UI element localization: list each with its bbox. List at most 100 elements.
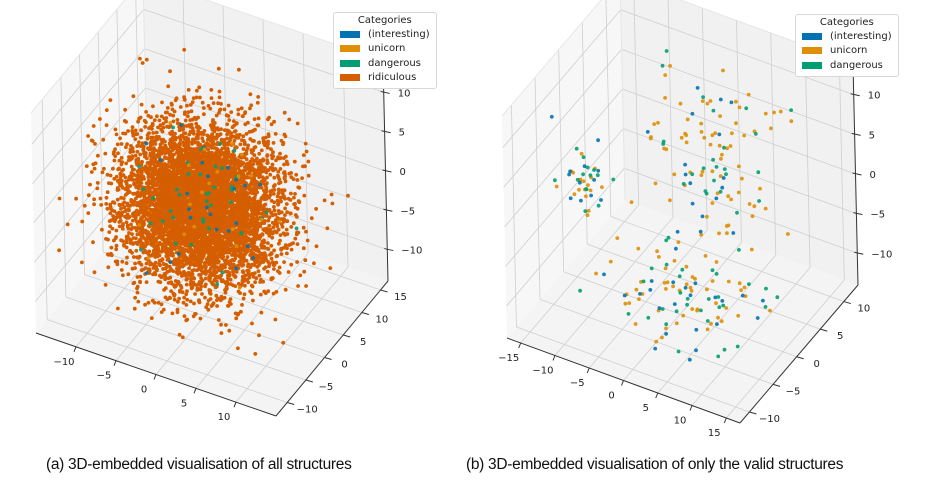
data-point-ridiculous [136, 173, 140, 177]
data-point-ridiculous [143, 248, 148, 253]
data-point-ridiculous [216, 318, 221, 322]
data-point-ridiculous [276, 187, 281, 192]
data-point-ridiculous [159, 258, 164, 263]
data-point-ridiculous [185, 297, 190, 302]
data-point-ridiculous [232, 123, 237, 128]
data-point-ridiculous [166, 198, 171, 203]
data-point-ridiculous [212, 268, 217, 273]
data-point-ridiculous [252, 139, 256, 143]
data-point-ridiculous [170, 107, 175, 112]
data-point-ridiculous [303, 258, 308, 263]
data-point-ridiculous [91, 124, 96, 128]
data-point-ridiculous [195, 268, 199, 273]
data-point-ridiculous [98, 117, 102, 121]
data-point-ridiculous [132, 306, 137, 311]
data-point-ridiculous [133, 261, 138, 266]
data-point-ridiculous [188, 299, 193, 304]
data-point-ridiculous [151, 131, 156, 135]
data-point-ridiculous [105, 206, 110, 211]
data-point-ridiculous [211, 122, 216, 127]
data-point-ridiculous [179, 249, 184, 254]
data-point-ridiculous [216, 66, 221, 71]
data-point-ridiculous [133, 266, 137, 270]
data-point-ridiculous [134, 236, 138, 241]
data-point-ridiculous [178, 105, 183, 109]
data-point-ridiculous [262, 266, 266, 271]
data-point-ridiculous [122, 243, 126, 248]
data-point-ridiculous [193, 292, 198, 296]
data-point-ridiculous [232, 129, 237, 134]
data-point-ridiculous [186, 88, 191, 92]
data-point-ridiculous [276, 191, 281, 196]
data-point-ridiculous [183, 131, 188, 136]
data-point-ridiculous [298, 273, 303, 278]
data-point-ridiculous [203, 276, 208, 281]
data-point-ridiculous [175, 118, 180, 122]
data-point-ridiculous [217, 95, 222, 100]
data-point-ridiculous [190, 261, 195, 266]
data-point-ridiculous [177, 332, 182, 337]
data-point-ridiculous [183, 141, 188, 146]
data-point-ridiculous [265, 269, 270, 274]
data-point-ridiculous [99, 203, 104, 207]
data-point-ridiculous [245, 268, 250, 273]
data-point-ridiculous [182, 97, 187, 102]
data-point-ridiculous [200, 257, 204, 262]
data-point-ridiculous [279, 252, 284, 256]
data-point-ridiculous [267, 115, 271, 120]
data-point-ridiculous [126, 155, 131, 159]
data-point-ridiculous [133, 295, 138, 300]
data-point-ridiculous [167, 141, 172, 146]
data-point-ridiculous [184, 318, 189, 323]
data-point-ridiculous [155, 175, 160, 179]
data-point-ridiculous [211, 176, 216, 181]
data-point-ridiculous [275, 198, 280, 203]
data-point-ridiculous [330, 201, 335, 206]
data-point-ridiculous [292, 202, 296, 207]
data-point-ridiculous [180, 274, 184, 278]
data-point-ridiculous [227, 328, 232, 333]
data-point-ridiculous [220, 264, 225, 269]
data-point-ridiculous [272, 119, 276, 124]
data-point-ridiculous [125, 191, 130, 196]
data-point-ridiculous [189, 130, 193, 135]
data-point-ridiculous [120, 259, 125, 264]
data-point-ridiculous [191, 255, 196, 259]
data-point-ridiculous [174, 96, 179, 101]
data-point-ridiculous [237, 132, 242, 137]
data-point-ridiculous [250, 150, 254, 155]
data-point-ridiculous [182, 47, 187, 52]
data-point-ridiculous [161, 121, 166, 126]
data-point-ridiculous [134, 202, 139, 207]
data-point-ridiculous [236, 232, 240, 237]
data-point-ridiculous [182, 258, 187, 263]
data-point-ridiculous [86, 134, 90, 138]
data-point-ridiculous [89, 170, 94, 174]
data-point-ridiculous [96, 153, 100, 158]
data-point-ridiculous [285, 232, 290, 236]
data-point-ridiculous [184, 303, 189, 307]
data-point-ridiculous [216, 259, 221, 264]
data-point-ridiculous [169, 280, 174, 284]
data-point-ridiculous [263, 135, 268, 140]
data-point-ridiculous [230, 221, 235, 226]
data-point-ridiculous [177, 296, 182, 301]
data-point-ridiculous [219, 102, 223, 106]
data-point-ridiculous [285, 246, 289, 251]
data-point-ridiculous [155, 114, 159, 119]
data-point-ridiculous [178, 259, 183, 264]
data-point-ridiculous [285, 210, 290, 215]
data-point-ridiculous [163, 295, 168, 300]
data-point-ridiculous [227, 183, 231, 188]
data-point-ridiculous [257, 140, 261, 145]
data-point-ridiculous [278, 151, 282, 156]
data-point-ridiculous [273, 167, 278, 171]
data-point-ridiculous [237, 195, 242, 200]
data-point-ridiculous [245, 175, 250, 180]
data-point-ridiculous [329, 192, 334, 197]
data-point-ridiculous [65, 222, 70, 227]
data-point-ridiculous [258, 280, 263, 284]
data-point-ridiculous [217, 266, 222, 270]
data-point-ridiculous [273, 229, 277, 234]
data-point-ridiculous [219, 331, 224, 335]
